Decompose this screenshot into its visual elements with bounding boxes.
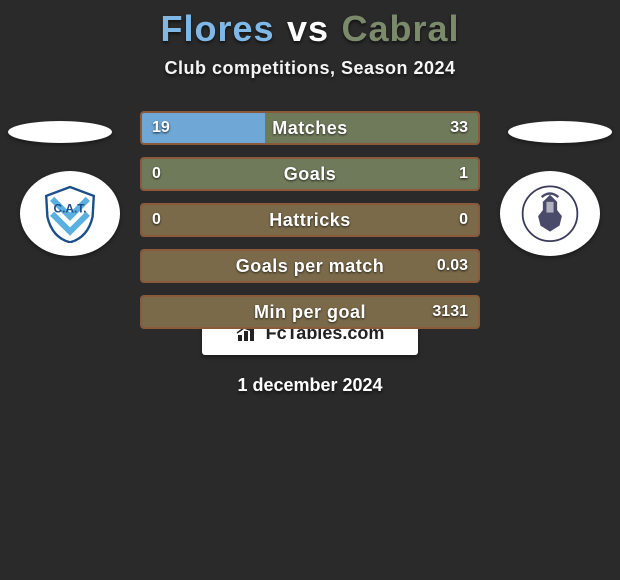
seg-right: [265, 113, 478, 143]
seg-right: [142, 159, 478, 189]
stat-bars: Matches1933 Goals01 Hattricks00 Goals per m…: [140, 111, 480, 341]
shield-icon: C.A.T.: [35, 184, 105, 244]
svg-text:C.A.T.: C.A.T.: [53, 201, 86, 215]
seg-neutral: [142, 297, 478, 327]
subtitle: Club competitions, Season 2024: [0, 58, 620, 79]
comparison-card: Flores vs Cabral Club competitions, Seas…: [0, 0, 620, 580]
seg-left: [142, 113, 265, 143]
stat-row: Hattricks00: [140, 203, 480, 237]
team1-crest: C.A.T.: [20, 171, 120, 256]
bar-track: [142, 113, 478, 143]
player1-name: Flores: [160, 8, 274, 49]
seg-neutral: [142, 205, 478, 235]
stat-row: Goals01: [140, 157, 480, 191]
seg-neutral: [142, 251, 478, 281]
stat-row: Min per goal3131: [140, 295, 480, 329]
bar-track: [142, 205, 478, 235]
stat-row: Matches1933: [140, 111, 480, 145]
title-row: Flores vs Cabral: [0, 0, 620, 50]
bar-track: [142, 251, 478, 281]
bar-track: [142, 159, 478, 189]
date-line: 1 december 2024: [0, 375, 620, 396]
bar-track: [142, 297, 478, 327]
player2-name: Cabral: [341, 8, 459, 49]
vs-label: vs: [287, 8, 329, 49]
stat-row: Goals per match0.03: [140, 249, 480, 283]
team2-crest: [500, 171, 600, 256]
knight-icon: [515, 184, 585, 244]
player2-photo-ellipse: [508, 121, 612, 143]
player1-photo-ellipse: [8, 121, 112, 143]
